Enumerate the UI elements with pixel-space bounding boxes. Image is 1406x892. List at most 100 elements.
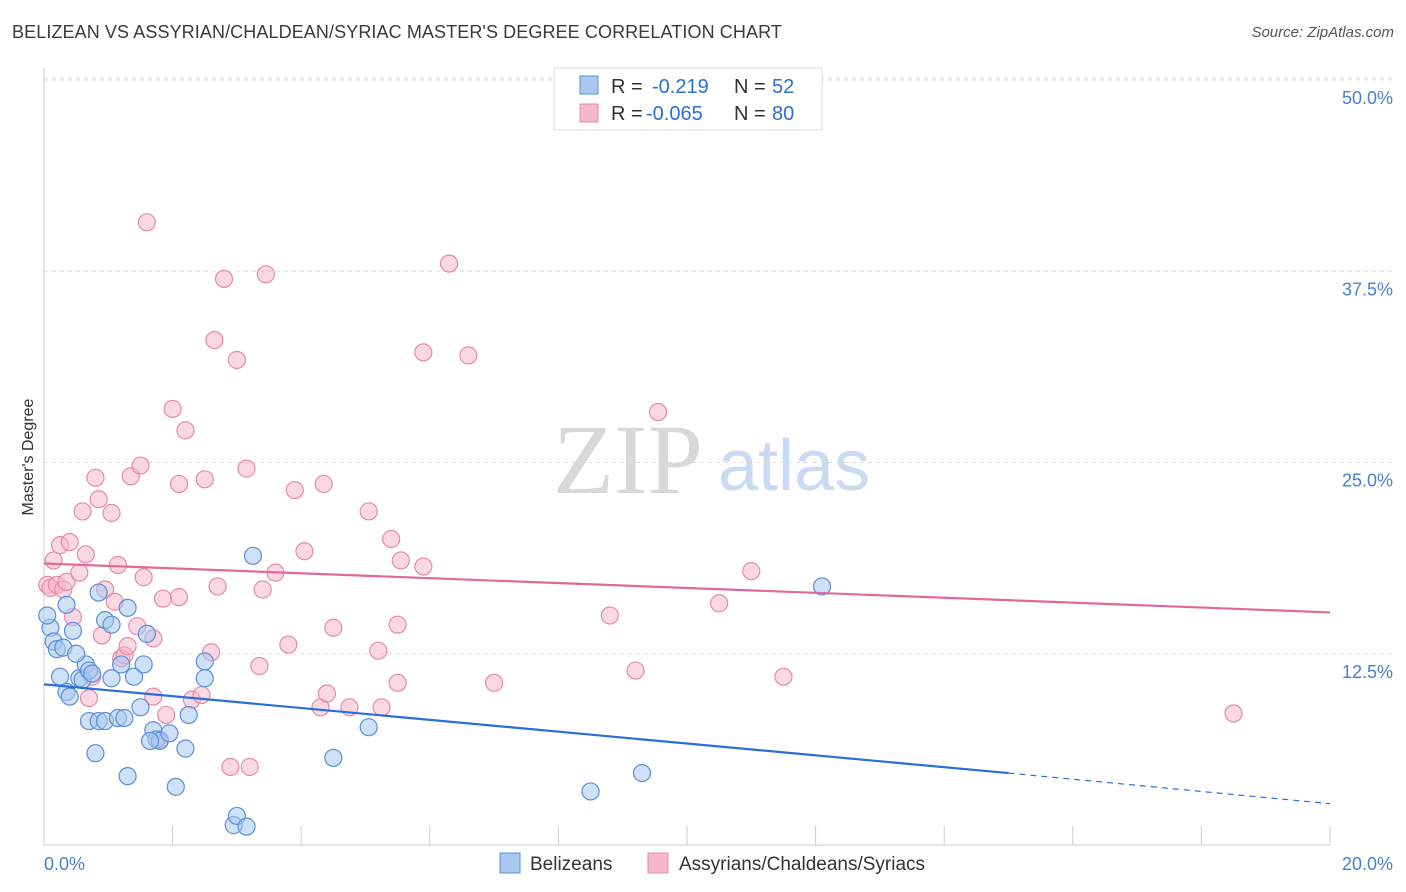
gridlines: [44, 77, 1394, 655]
belizean-point: [50, 667, 70, 686]
bottom-legend-swatch-assyrian: [647, 852, 669, 874]
assyrian-point: [153, 589, 173, 608]
belizean-point: [118, 767, 137, 786]
assyrian-point: [102, 503, 121, 523]
assyrian-point: [208, 577, 227, 596]
assyrian-point: [240, 757, 259, 777]
assyrian-point: [388, 615, 407, 634]
bottom-legend-label-belizean: Belizeans: [530, 854, 612, 875]
x-ticks: [43, 826, 1331, 845]
watermark-atlas: atlas: [718, 426, 870, 506]
assyrian-point: [295, 542, 314, 561]
assyrian-point: [414, 343, 433, 362]
y-tick-label: 37.5%: [1342, 279, 1393, 299]
assyrian-point: [163, 399, 182, 419]
belizean-point: [195, 669, 214, 688]
y-tick-label: 50.0%: [1342, 88, 1393, 108]
x-tick-labels: 0.0% 20.0%: [44, 854, 1393, 874]
y-tick-label: 25.0%: [1342, 471, 1393, 491]
y-tick-label: 12.5%: [1342, 662, 1393, 682]
belizean-trend-line: [43, 683, 1009, 775]
belizean-point: [131, 698, 150, 717]
assyrian-point: [157, 705, 176, 725]
assyrian-point: [369, 641, 388, 660]
bottom-legend-label-assyrian: Assyrians/Chaldeans/Syriacs: [679, 854, 925, 875]
belizean-point: [102, 615, 121, 634]
belizean-point: [812, 577, 832, 596]
belizean-point: [57, 595, 76, 614]
assyrian-point: [79, 689, 99, 708]
assyrian-point: [1224, 704, 1243, 723]
assyrian-point: [253, 580, 272, 599]
assyrian-point: [742, 562, 761, 581]
assyrian-point: [131, 456, 150, 475]
assyrian-point: [414, 557, 433, 576]
assyrian-point: [285, 480, 304, 500]
belizean-point: [102, 669, 121, 688]
series-belizean-points: [38, 546, 832, 836]
assyrian-point: [459, 346, 478, 365]
belizean-point: [632, 763, 652, 783]
bottom-legend: Belizeans Assyrians/Chaldeans/Syriacs: [499, 852, 925, 875]
assyrian-point: [176, 421, 195, 440]
assyrian-point: [317, 684, 337, 703]
belizean-point: [359, 718, 378, 737]
assyrian-point: [44, 551, 63, 570]
assyrian-point: [250, 656, 269, 676]
legend-r-label-assyrian: R =: [611, 103, 643, 125]
legend-n-label-belizean: N =: [734, 76, 766, 98]
belizean-point: [581, 782, 600, 801]
belizean-point: [237, 817, 256, 836]
belizean-point: [86, 744, 105, 763]
belizean-trend-extension: [1008, 772, 1331, 805]
belizean-point: [115, 708, 134, 728]
belizean-point: [324, 748, 343, 767]
assyrian-point: [391, 551, 410, 570]
assyrian-point: [89, 490, 108, 509]
belizean-point: [60, 687, 79, 706]
assyrian-point: [774, 667, 793, 686]
legend-r-value-belizean: -0.219: [652, 76, 709, 98]
belizean-point: [124, 667, 144, 686]
assyrian-point: [314, 474, 333, 494]
assyrian-point: [237, 459, 256, 478]
legend-box: [553, 67, 823, 131]
assyrian-point: [70, 563, 89, 582]
legend-n-value-belizean: 52: [772, 76, 794, 98]
belizean-point: [140, 731, 160, 751]
assyrian-point: [205, 331, 224, 350]
assyrian-point: [169, 474, 189, 494]
assyrian-point: [485, 673, 504, 692]
belizean-point: [134, 655, 153, 674]
assyrian-point: [359, 502, 378, 521]
assyrian-point: [76, 545, 95, 564]
belizean-point: [243, 546, 263, 565]
assyrian-point: [134, 568, 153, 587]
assyrian-point: [256, 265, 275, 284]
assyrian-point: [144, 687, 163, 706]
belizean-point: [38, 606, 57, 625]
legend-swatch-belizean: [579, 75, 599, 95]
legend: R = -0.219 N = 52 R = -0.065 N = 80: [553, 67, 823, 131]
assyrian-point: [86, 468, 105, 487]
assyrian-point: [57, 572, 76, 591]
belizean-point: [166, 777, 185, 796]
belizean-point: [160, 724, 179, 743]
assyrian-point: [388, 673, 407, 692]
belizean-point: [63, 621, 83, 640]
assyrian-point: [192, 685, 211, 705]
belizean-point: [137, 624, 156, 643]
assyrian-point: [439, 254, 459, 273]
y-tick-labels: 12.5% 25.0% 37.5% 50.0%: [1342, 88, 1393, 682]
belizean-point: [67, 644, 86, 663]
assyrian-point: [118, 636, 137, 656]
belizean-point: [118, 598, 137, 617]
legend-r-value-assyrian: -0.065: [646, 103, 703, 125]
watermark-zip: ZIP: [553, 404, 703, 515]
assyrian-point: [382, 529, 401, 549]
x-tick-label: 20.0%: [1342, 854, 1393, 874]
belizean-point: [176, 739, 195, 758]
assyrian-point: [195, 470, 214, 489]
assyrian-point: [626, 661, 645, 680]
legend-n-value-assyrian: 80: [772, 103, 794, 125]
